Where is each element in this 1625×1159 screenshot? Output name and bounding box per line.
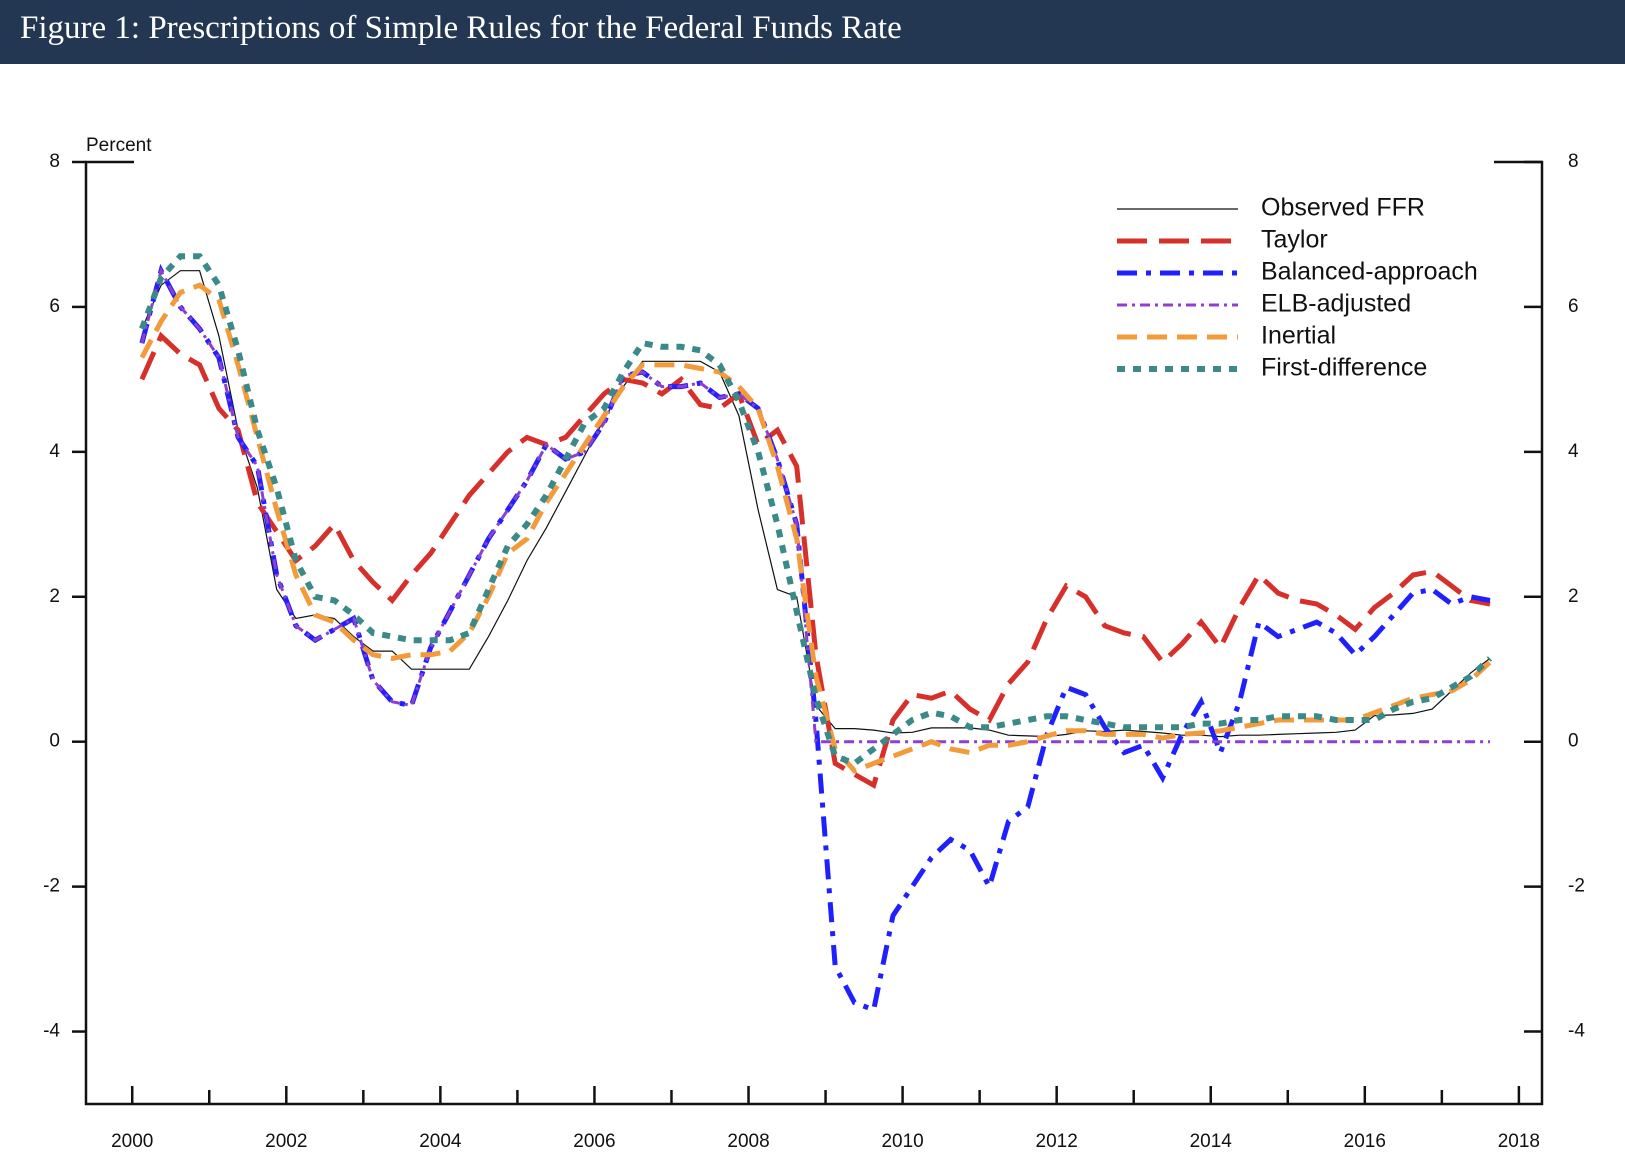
legend-label: Observed FFR bbox=[1261, 194, 1425, 222]
x-tick-label: 2002 bbox=[265, 1131, 307, 1152]
y2-tick-label: 0 bbox=[1568, 731, 1579, 752]
series-line bbox=[139, 282, 1492, 774]
y-tick-label: 4 bbox=[49, 441, 60, 462]
y-tick-label: 8 bbox=[49, 151, 60, 172]
x-tick-label: 2006 bbox=[573, 1131, 615, 1152]
y2-tick-label: 2 bbox=[1568, 586, 1579, 607]
chart: Percent -4 -4 -2 -2 0 0 2 2 4 4 6 6 8 8 2000 2002 2004 200… bbox=[43, 135, 1585, 1152]
y2-tick-label: -2 bbox=[1568, 876, 1585, 897]
x-tick-label: 2010 bbox=[881, 1131, 923, 1152]
y-tick-label: 0 bbox=[49, 731, 60, 752]
x-tick-label: 2008 bbox=[727, 1131, 769, 1152]
x-tick-label: 2016 bbox=[1344, 1131, 1386, 1152]
legend-label: First-difference bbox=[1261, 354, 1427, 382]
legend-label: Inertial bbox=[1261, 322, 1336, 350]
y-tick-label: -4 bbox=[43, 1021, 60, 1042]
y2-tick-label: 4 bbox=[1568, 441, 1579, 462]
legend-label: Balanced-approach bbox=[1261, 258, 1478, 286]
series-line bbox=[140, 266, 1490, 744]
legend-label: Taylor bbox=[1261, 226, 1328, 254]
y-tick-label: 6 bbox=[49, 296, 60, 317]
legend-label: ELB-adjusted bbox=[1261, 290, 1411, 318]
y-tick-label: 2 bbox=[49, 586, 60, 607]
y2-tick-label: 6 bbox=[1568, 296, 1579, 317]
series-line bbox=[139, 263, 1491, 1014]
y-axis-label: Percent bbox=[86, 135, 152, 156]
chart-title: Figure 1: Prescriptions of Simple Rules … bbox=[20, 10, 902, 46]
y2-tick-label: -4 bbox=[1568, 1021, 1585, 1042]
x-tick-label: 2004 bbox=[419, 1131, 462, 1152]
series-line bbox=[139, 331, 1491, 789]
header: Figure 1: Prescriptions of Simple Rules … bbox=[0, 0, 1625, 64]
x-tick-label: 2014 bbox=[1190, 1131, 1233, 1152]
x-tick-label: 2012 bbox=[1036, 1131, 1078, 1152]
x-tick-label: 2018 bbox=[1498, 1131, 1540, 1152]
y-tick-label: -2 bbox=[43, 876, 60, 897]
x-tick-label: 2000 bbox=[111, 1131, 153, 1152]
y2-tick-label: 8 bbox=[1568, 151, 1579, 172]
